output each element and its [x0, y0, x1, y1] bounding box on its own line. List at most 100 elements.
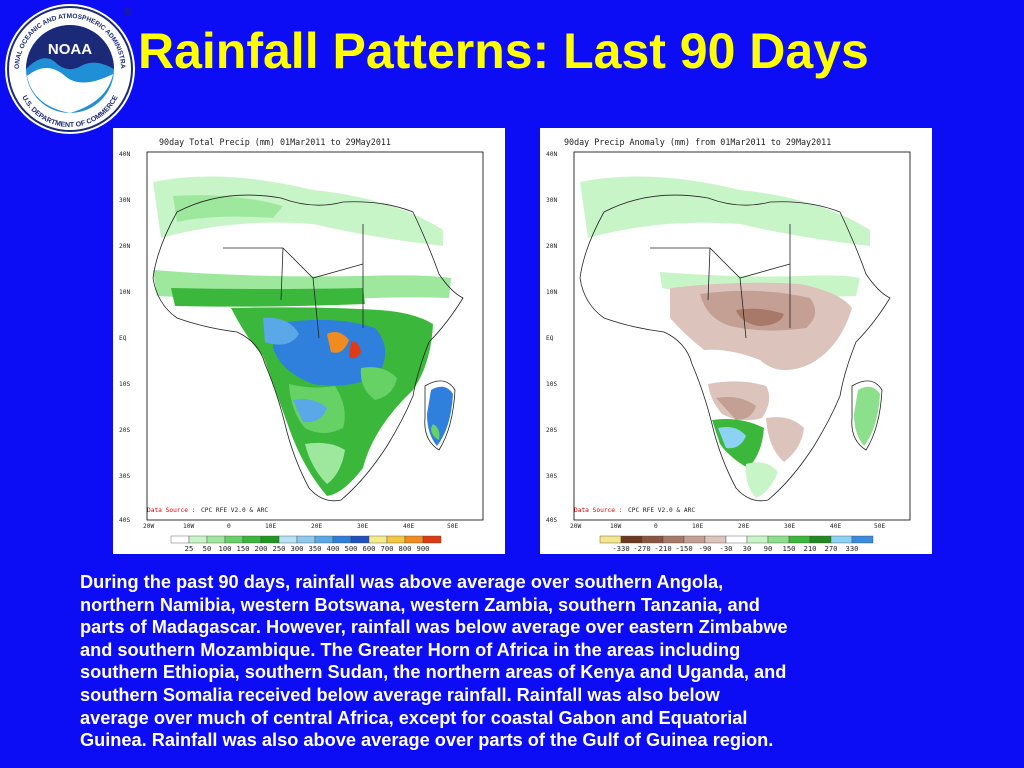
- colorbar-swatch: [350, 535, 370, 544]
- colorbar-swatch: [224, 535, 244, 544]
- lat-label: EQ: [119, 335, 127, 342]
- colorbar-swatch: [260, 535, 280, 544]
- colorbar-swatch: [641, 535, 664, 544]
- lat-label: 10S: [546, 381, 557, 388]
- colorbar-swatch: [332, 535, 352, 544]
- colorbar-label: 270: [825, 544, 838, 553]
- description-line: southern Somalia received below average …: [80, 684, 720, 705]
- lat-label: 10N: [119, 289, 130, 296]
- colorbar-label: 700: [381, 544, 394, 553]
- colorbar-swatch: [296, 535, 316, 544]
- data-source-prefix: Data Source :: [574, 507, 622, 514]
- colorbar-label: 250: [273, 544, 286, 553]
- map-title: 90day Total Precip (mm) 01Mar2011 to 29M…: [159, 137, 391, 147]
- map-plot: [580, 176, 880, 498]
- colorbar: 25 50 100 150 200 250 300 350 400 500 600 700 800 900: [170, 535, 442, 553]
- colorbar-swatch: [788, 535, 811, 544]
- lat-axis: 40N 30N 20N 10N EQ 10S 20S 30S 40S: [119, 151, 130, 524]
- colorbar-swatch: [662, 535, 685, 544]
- colorbar-swatch: [599, 535, 622, 544]
- lon-label: 50E: [447, 523, 458, 530]
- colorbar-swatch: [767, 535, 790, 544]
- colorbar-label: 200: [255, 544, 268, 553]
- noaa-logo-text: NOAA: [48, 41, 92, 58]
- lon-label: 30E: [357, 523, 368, 530]
- lat-label: 20S: [119, 427, 130, 434]
- lat-label: 30S: [546, 473, 557, 480]
- colorbar-label: 30: [743, 544, 752, 553]
- colorbar-swatch: [404, 535, 424, 544]
- description-line: parts of Madagascar. However, rainfall w…: [80, 617, 788, 638]
- colorbar-swatch: [368, 535, 388, 544]
- total-precip-map: 90day Total Precip (mm) 01Mar2011 to 29M…: [113, 128, 505, 554]
- colorbar-label: -210: [654, 544, 671, 553]
- lon-label: 20W: [143, 523, 154, 530]
- colorbar-swatch: [206, 535, 226, 544]
- description-line: average over much of central Africa, exc…: [80, 707, 748, 728]
- lon-label: 30E: [784, 523, 795, 530]
- lon-label: 10W: [610, 523, 621, 530]
- colorbar-label: 300: [291, 544, 304, 553]
- description-paragraph: During the past 90 days, rainfall was ab…: [80, 571, 980, 752]
- lon-label: 10W: [183, 523, 194, 530]
- lon-label: 20E: [311, 523, 322, 530]
- lat-label: 40S: [546, 517, 557, 524]
- description-line: northern Namibia, western Botswana, west…: [80, 594, 760, 615]
- colorbar-label: 150: [237, 544, 250, 553]
- lat-label: 40S: [119, 517, 130, 524]
- lat-label: 40N: [546, 151, 557, 158]
- lat-label: EQ: [546, 335, 554, 342]
- colorbar-swatch: [188, 535, 208, 544]
- data-source: CPC RFE V2.0 & ARC: [201, 507, 268, 514]
- colorbar-swatch: [746, 535, 769, 544]
- lon-label: 10E: [692, 523, 703, 530]
- colorbar-label: 150: [783, 544, 796, 553]
- colorbar-label: 350: [309, 544, 322, 553]
- lon-label: 20E: [738, 523, 749, 530]
- colorbar-label: 25: [185, 544, 194, 553]
- lon-axis: 20W 10W 0 10E 20E 30E 40E 50E: [143, 523, 458, 530]
- lon-label: 40E: [403, 523, 414, 530]
- lat-label: 20N: [546, 243, 557, 250]
- lat-label: 30N: [546, 197, 557, 204]
- lon-label: 20W: [570, 523, 581, 530]
- colorbar-swatch: [809, 535, 832, 544]
- colorbar-swatch: [830, 535, 853, 544]
- lat-label: 30S: [119, 473, 130, 480]
- colorbar-label: 900: [417, 544, 430, 553]
- colorbar-swatch: [683, 535, 706, 544]
- lon-label: 40E: [830, 523, 841, 530]
- slide-title: Rainfall Patterns: Last 90 Days: [138, 23, 869, 79]
- colorbar-swatch: [851, 535, 874, 544]
- colorbar-label: 330: [846, 544, 859, 553]
- colorbar-swatch: [704, 535, 727, 544]
- colorbar-label: 800: [399, 544, 412, 553]
- colorbar-label: -30: [720, 544, 733, 553]
- colorbar-label: -150: [675, 544, 692, 553]
- lat-label: 20S: [546, 427, 557, 434]
- lon-label: 0: [227, 523, 231, 530]
- colorbar-swatch: [422, 535, 442, 544]
- colorbar-swatch: [620, 535, 643, 544]
- lon-axis: 20W 10W 0 10E 20E 30E 40E 50E: [570, 523, 885, 530]
- colorbar-swatch: [314, 535, 334, 544]
- lat-label: 10S: [119, 381, 130, 388]
- colorbar-label: 400: [327, 544, 340, 553]
- description-line: southern Ethiopia, southern Sudan, the n…: [80, 662, 787, 683]
- colorbar-swatch: [386, 535, 406, 544]
- colorbar-label: 90: [764, 544, 773, 553]
- lon-label: 50E: [874, 523, 885, 530]
- lat-axis: 40N 30N 20N 10N EQ 10S 20S 30S 40S: [546, 151, 557, 524]
- precip-anomaly-map: 90day Precip Anomaly (mm) from 01Mar2011…: [540, 128, 932, 554]
- description-line: Guinea. Rainfall was also above average …: [80, 730, 774, 751]
- noaa-logo: NOAA NATIONAL OCEANIC AND ATMOSPHERIC AD…: [0, 0, 137, 136]
- description-line: and southern Mozambique. The Greater Hor…: [80, 639, 741, 660]
- svg-text:®: ®: [124, 7, 132, 18]
- colorbar-label: -90: [699, 544, 712, 553]
- lat-label: 20N: [119, 243, 130, 250]
- colorbar: -330 -270 -210 -150 -90 -30 30 90 150 210 270 330: [599, 535, 874, 553]
- colorbar-swatch: [725, 535, 748, 544]
- colorbar-swatch: [278, 535, 298, 544]
- description-line: During the past 90 days, rainfall was ab…: [80, 572, 724, 592]
- map-title: 90day Precip Anomaly (mm) from 01Mar2011…: [564, 137, 831, 147]
